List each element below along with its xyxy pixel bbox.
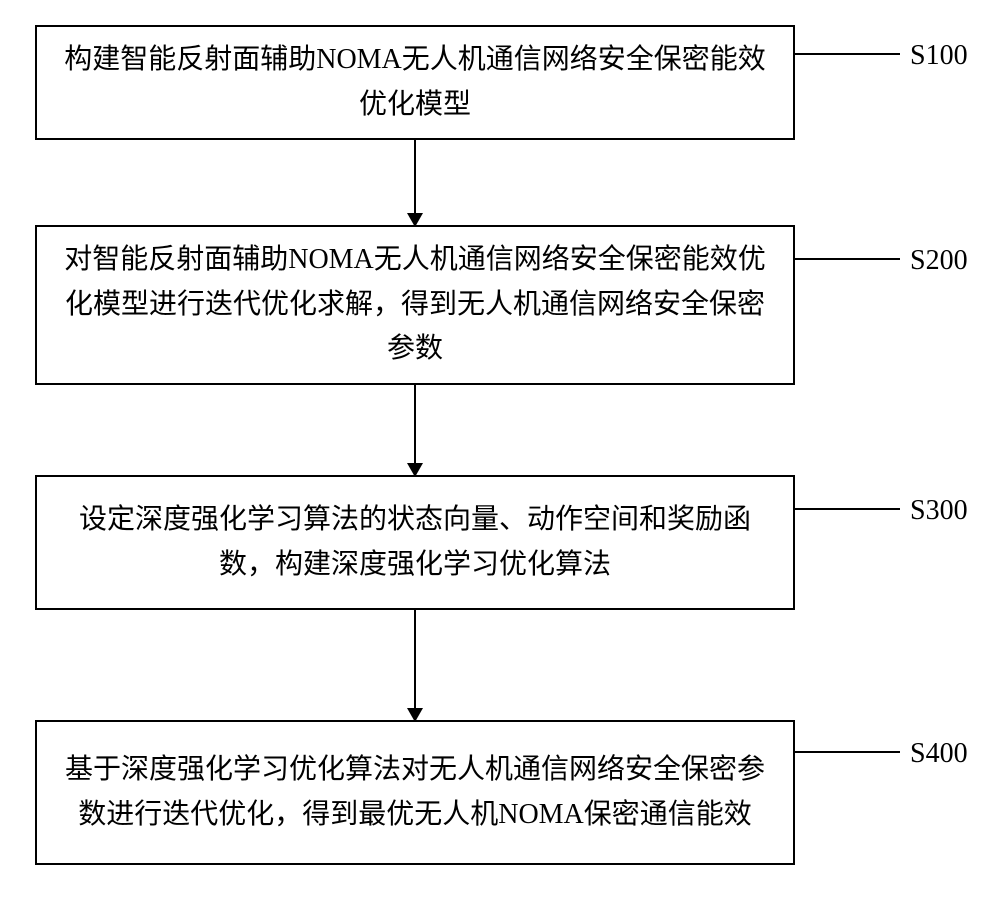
label-connector-s300 xyxy=(795,508,900,510)
step-box-s100: 构建智能反射面辅助NOMA无人机通信网络安全保密能效优化模型 xyxy=(35,25,795,140)
step-box-s400: 基于深度强化学习优化算法对无人机通信网络安全保密参数进行迭代优化，得到最优无人机… xyxy=(35,720,795,865)
step-label-s300: S300 xyxy=(910,495,968,527)
step-label-s200: S200 xyxy=(910,245,968,277)
connector-s200-s300 xyxy=(414,385,416,465)
label-connector-s100 xyxy=(795,53,900,55)
step-box-s200: 对智能反射面辅助NOMA无人机通信网络安全保密能效优化模型进行迭代优化求解，得到… xyxy=(35,225,795,385)
step-box-s300: 设定深度强化学习算法的状态向量、动作空间和奖励函数，构建深度强化学习优化算法 xyxy=(35,475,795,610)
step-text-s400: 基于深度强化学习优化算法对无人机通信网络安全保密参数进行迭代优化，得到最优无人机… xyxy=(57,748,773,838)
step-text-s100: 构建智能反射面辅助NOMA无人机通信网络安全保密能效优化模型 xyxy=(57,38,773,128)
step-label-s100: S100 xyxy=(910,40,968,72)
step-text-s200: 对智能反射面辅助NOMA无人机通信网络安全保密能效优化模型进行迭代优化求解，得到… xyxy=(57,238,773,372)
label-connector-s200 xyxy=(795,258,900,260)
connector-s300-s400 xyxy=(414,610,416,710)
step-text-s300: 设定深度强化学习算法的状态向量、动作空间和奖励函数，构建深度强化学习优化算法 xyxy=(57,498,773,588)
connector-s100-s200 xyxy=(414,140,416,215)
flowchart-container: 构建智能反射面辅助NOMA无人机通信网络安全保密能效优化模型 S100 对智能反… xyxy=(0,0,1000,908)
label-connector-s400 xyxy=(795,751,900,753)
step-label-s400: S400 xyxy=(910,738,968,770)
